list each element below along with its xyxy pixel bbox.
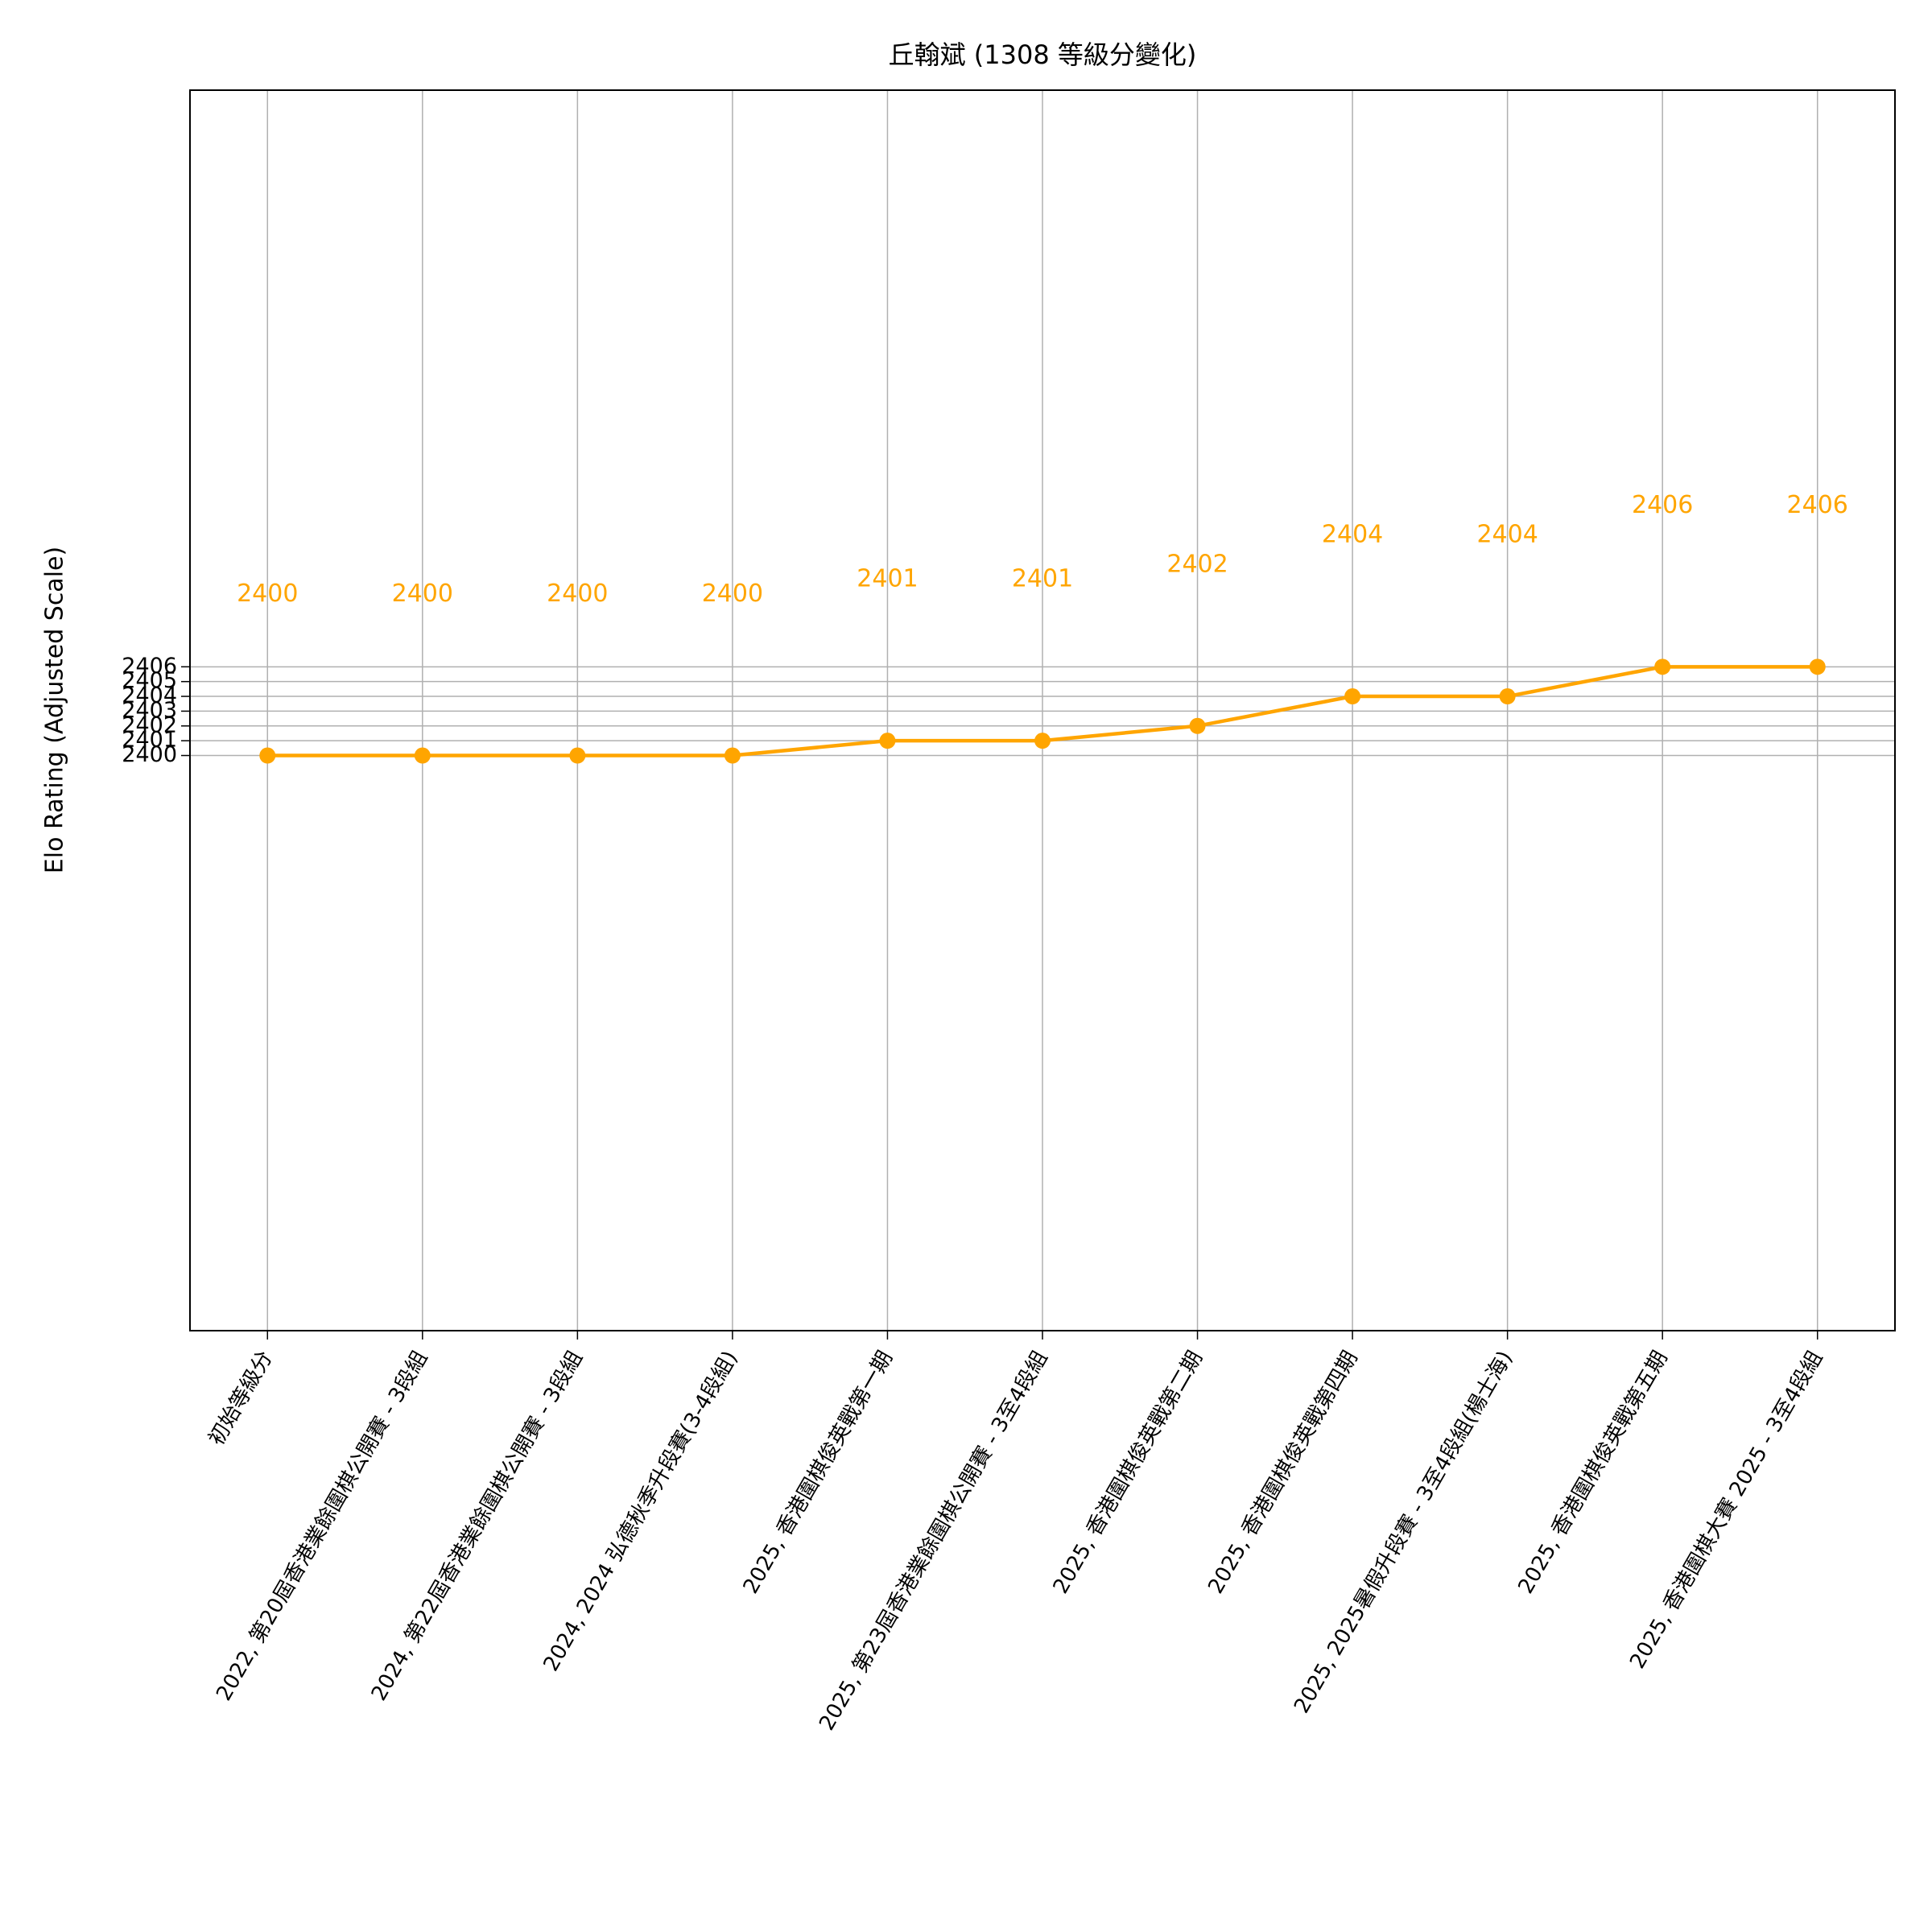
data-label: 2401	[1012, 565, 1073, 593]
data-label: 2406	[1632, 491, 1693, 519]
data-point	[1654, 658, 1671, 675]
data-label: 2400	[702, 580, 763, 608]
y-tick-label: 2404	[122, 683, 177, 708]
y-tick-label: 2401	[122, 728, 177, 753]
chart-title: 丘翰斌 (1308 等級分變化)	[889, 39, 1197, 70]
y-tick-label: 2406	[122, 654, 177, 679]
data-label: 2400	[547, 580, 608, 608]
data-point	[879, 733, 896, 749]
data-point	[1344, 688, 1361, 705]
plot-frame	[189, 89, 1896, 1331]
y-tick-label: 2403	[122, 698, 177, 723]
y-tick-label: 2402	[122, 712, 177, 737]
data-label: 2406	[1787, 491, 1848, 519]
data-point	[414, 747, 431, 764]
data-label: 2404	[1322, 521, 1383, 549]
y-tick-label: 2400	[122, 742, 177, 767]
data-point	[569, 747, 586, 764]
data-point	[259, 747, 276, 764]
data-point	[1189, 717, 1206, 734]
y-tick-label: 2405	[122, 668, 177, 693]
data-label: 2400	[237, 580, 298, 608]
data-label: 2401	[857, 565, 918, 593]
data-point	[724, 747, 741, 764]
data-label: 2402	[1166, 550, 1228, 578]
data-point	[1034, 733, 1051, 749]
data-label: 2400	[392, 580, 453, 608]
data-point	[1809, 658, 1826, 675]
y-axis-label: Elo Rating (Adjusted Scale)	[41, 547, 69, 873]
data-label: 2404	[1476, 521, 1538, 549]
data-point	[1499, 688, 1516, 705]
